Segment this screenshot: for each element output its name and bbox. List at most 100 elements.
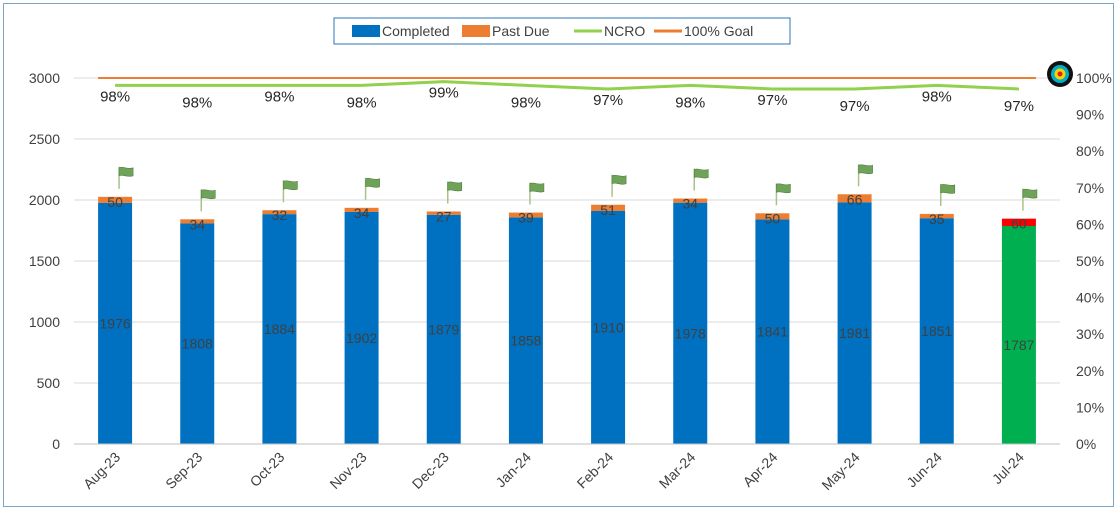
bars	[98, 194, 1036, 444]
data-labels: 1976 50 1808 34 1884 32 1902 34 1879 27 1858 39 1910…	[100, 85, 1035, 353]
flag-icon	[282, 180, 298, 203]
flag-cloth	[611, 174, 627, 185]
flag-cloth	[283, 180, 298, 191]
legend-label: Completed	[382, 23, 450, 39]
x-tick-label: Sep-23	[162, 449, 205, 492]
x-tick-label: Jan-24	[492, 449, 534, 491]
lines	[98, 77, 1036, 91]
flag-cloth	[940, 184, 956, 194]
x-tick-label: May-24	[818, 449, 862, 493]
flag-icon	[200, 189, 216, 212]
flag-icon	[1022, 188, 1038, 211]
completed-data-label: 1787	[1003, 337, 1034, 353]
legend: Completed Past Due NCRO 100% Goal	[333, 17, 791, 45]
past-due-bar	[344, 207, 379, 212]
flag-cloth	[529, 182, 545, 193]
past-due-data-label: 32	[272, 207, 288, 223]
ncro-line	[115, 80, 1019, 91]
y-right-tick-label: 30%	[1076, 326, 1104, 342]
completed-data-label: 1808	[182, 336, 213, 352]
x-tick-label: Nov-23	[326, 449, 369, 492]
ncro-data-label: 97%	[840, 98, 870, 115]
completed-bar	[262, 214, 297, 444]
y-left-tick-label: 3000	[29, 70, 60, 86]
past-due-data-label: 27	[436, 208, 452, 224]
past-due-data-label: 34	[354, 205, 370, 221]
ncro-data-label: 97%	[757, 92, 787, 109]
completed-bar	[919, 218, 954, 444]
flag-icon	[857, 164, 873, 187]
completed-bar	[344, 211, 379, 444]
y-right-tick-label: 80%	[1076, 143, 1104, 159]
x-tick-label: Aug-23	[80, 449, 123, 492]
completed-bar	[755, 219, 790, 444]
x-tick-label: Mar-24	[656, 449, 699, 492]
past-due-bar	[591, 204, 626, 211]
completed-data-label: 1841	[757, 324, 788, 340]
target-icon	[1047, 61, 1073, 87]
y-right-tick-label: 50%	[1076, 253, 1104, 269]
past-due-bar	[98, 196, 133, 203]
ncro-data-label: 99%	[429, 85, 459, 102]
chart: 1976 50 1808 34 1884 32 1902 34 1879 27 1858 39 1910…	[29, 17, 1112, 493]
flag-cloth	[447, 181, 463, 192]
flag-cloth	[200, 189, 216, 200]
past-due-data-label: 39	[518, 210, 534, 226]
flag-icon	[940, 183, 956, 206]
past-due-data-label: 50	[107, 194, 123, 210]
past-due-data-label: 35	[929, 211, 945, 227]
flags	[118, 61, 1073, 212]
completed-bar	[180, 223, 215, 444]
chart-frame: 1976 50 1808 34 1884 32 1902 34 1879 27 1858 39 1910…	[3, 3, 1114, 507]
target-bullseye	[1057, 71, 1063, 77]
completed-bar	[98, 202, 133, 444]
flag-cloth	[1022, 188, 1038, 199]
flag-icon	[611, 174, 627, 197]
gridlines	[74, 77, 1060, 445]
completed-data-label: 1976	[100, 315, 131, 331]
y-right-tick-label: 0%	[1076, 436, 1096, 452]
legend-box	[333, 17, 791, 45]
flag-cloth	[693, 168, 709, 179]
legend-swatch	[462, 25, 490, 37]
past-due-bar	[837, 194, 872, 203]
y-right-tick-label: 40%	[1076, 290, 1104, 306]
past-due-bar	[1001, 218, 1036, 226]
x-tick-label: Feb-24	[574, 449, 617, 492]
x-tick-label: Jul-24	[989, 449, 1027, 487]
legend-label: Past Due	[492, 23, 550, 39]
flag-icon	[775, 183, 791, 206]
y-right-tick-label: 20%	[1076, 363, 1104, 379]
y-left-tick-label: 2500	[29, 131, 60, 147]
completed-data-label: 1978	[675, 325, 706, 341]
completed-data-label: 1858	[510, 333, 541, 349]
past-due-bar	[426, 211, 461, 215]
past-due-bar	[262, 210, 297, 215]
y-left-tick-label: 2000	[29, 192, 60, 208]
x-tick-label: Apr-24	[740, 449, 781, 490]
ncro-data-label: 98%	[675, 94, 705, 111]
legend-label: 100% Goal	[684, 23, 753, 39]
y-left-tick-label: 1000	[29, 314, 60, 330]
ncro-data-label: 97%	[1004, 98, 1034, 115]
y-right-tick-label: 100%	[1076, 70, 1112, 86]
y-left-tick-label: 500	[37, 375, 61, 391]
flag-cloth	[858, 164, 873, 175]
ncro-data-label: 98%	[100, 88, 130, 105]
completed-data-label: 1851	[921, 323, 952, 339]
past-due-data-label: 34	[189, 216, 205, 232]
completed-data-label: 1879	[428, 321, 459, 337]
past-due-bar	[919, 213, 954, 219]
y-right-tick-label: 90%	[1076, 107, 1104, 123]
y-right-tick-label: 10%	[1076, 399, 1104, 415]
legend-swatch	[352, 25, 380, 37]
completed-data-label: 1902	[346, 330, 377, 346]
past-due-bar	[755, 213, 790, 220]
ncro-data-label: 98%	[511, 94, 541, 111]
y-right-tick-label: 70%	[1076, 180, 1104, 196]
completed-data-label: 1981	[839, 325, 870, 341]
flag-cloth	[365, 177, 380, 188]
completed-bar	[1001, 225, 1036, 444]
ncro-data-label: 98%	[264, 88, 294, 105]
x-tick-label: Jun-24	[903, 449, 945, 491]
